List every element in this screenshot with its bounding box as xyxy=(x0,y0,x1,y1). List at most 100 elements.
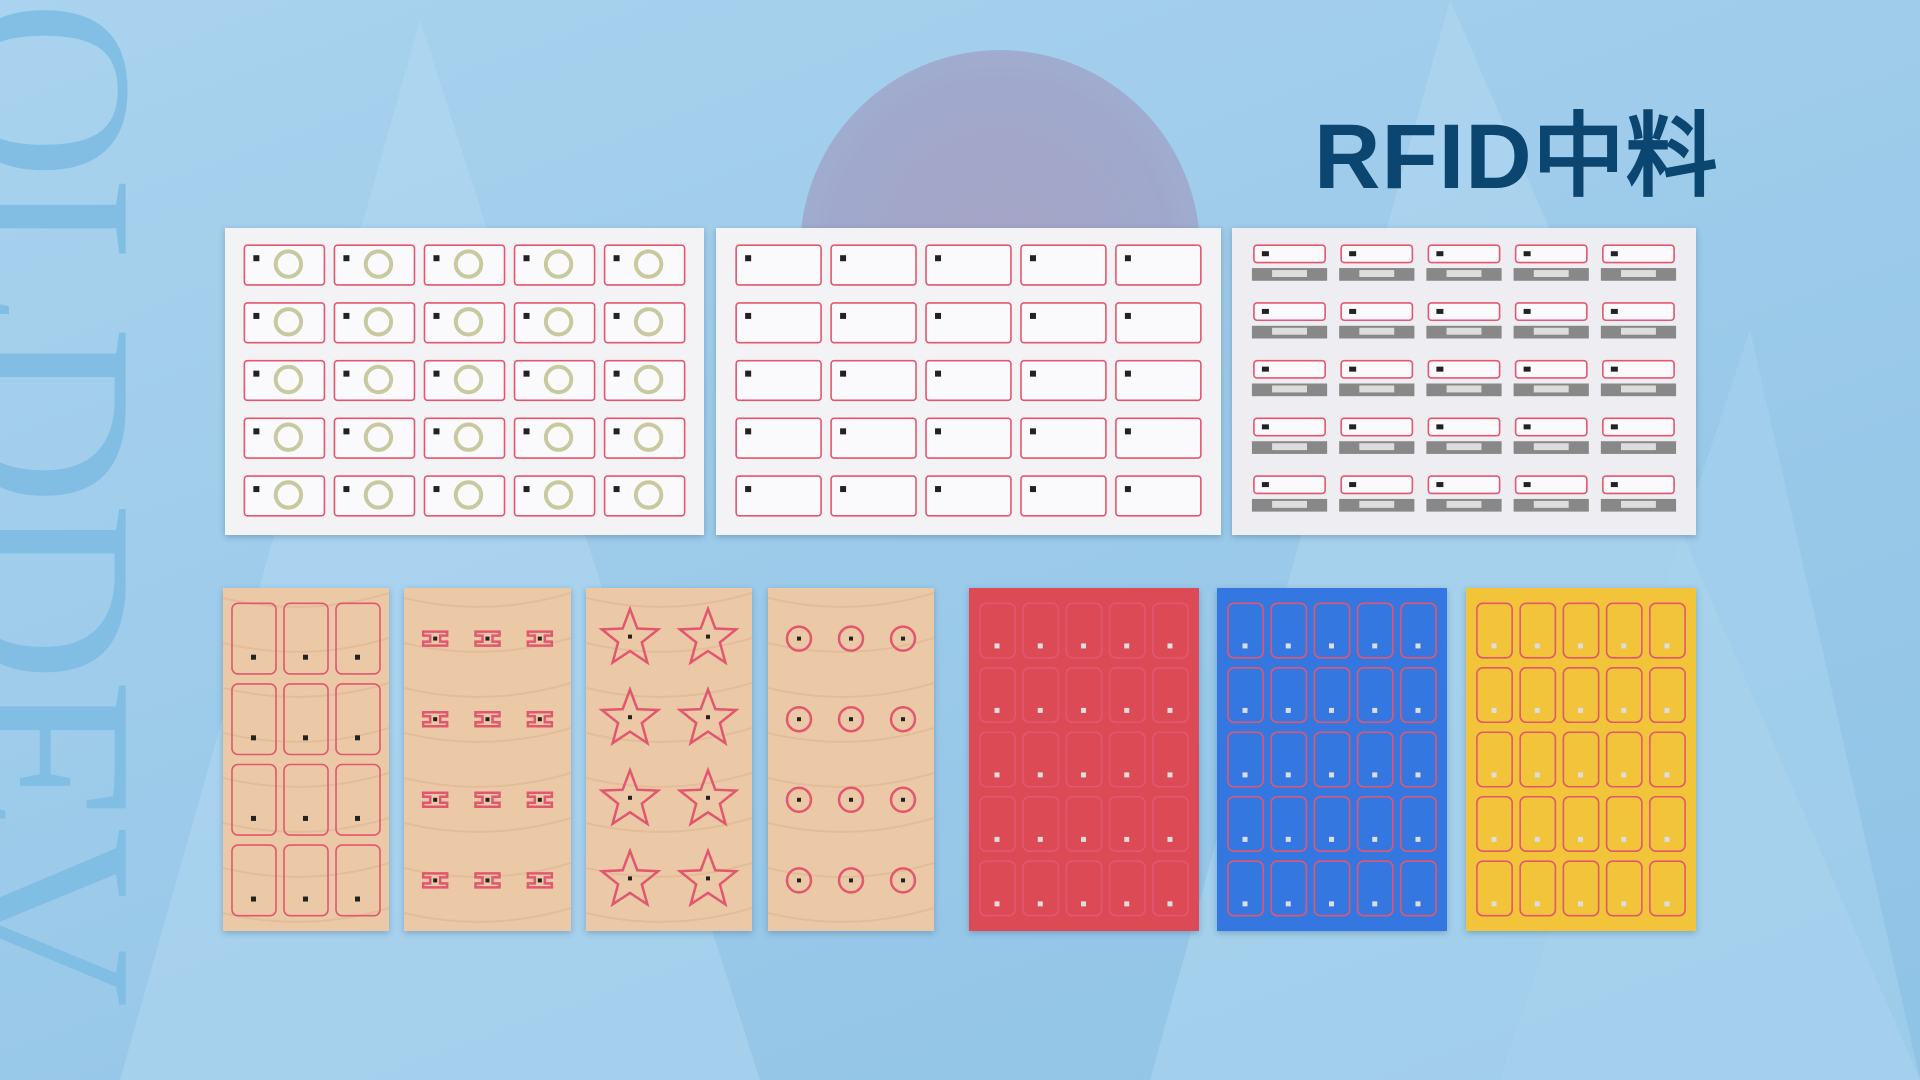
sheet-card-coil-red xyxy=(969,588,1199,931)
inlay-rect-coil xyxy=(925,475,1012,517)
wood-grain xyxy=(223,817,389,833)
inlay-round-coil xyxy=(333,244,416,286)
inlay-round-coil xyxy=(513,302,596,344)
inlay-small-tag xyxy=(421,630,449,647)
inlay-round-coil xyxy=(333,417,416,459)
inlay-round-coil xyxy=(243,475,326,517)
sheet-card-coil-blue xyxy=(1217,588,1447,931)
inlay-rect-coil xyxy=(735,359,822,402)
inlay-small-tag xyxy=(474,710,501,728)
sheet-base xyxy=(969,588,1199,931)
inlay-card-coil xyxy=(1022,795,1060,853)
inlay-card-coil xyxy=(1605,666,1643,724)
wood-grain xyxy=(404,592,571,608)
inlay-rect-coil xyxy=(925,417,1012,459)
inlay-round-coil xyxy=(243,359,326,402)
inlay-card-coil xyxy=(231,763,277,836)
inlay-uhf-inlay xyxy=(1426,417,1502,454)
inlay-round-coil xyxy=(243,302,326,344)
inlay-card-coil xyxy=(1400,602,1437,659)
inlay-card-coil xyxy=(1562,602,1600,659)
wood-grain xyxy=(223,637,389,653)
inlay-round-coil xyxy=(423,359,506,402)
inlay-round-coil xyxy=(423,475,506,517)
inlay-card-coil xyxy=(1313,860,1351,917)
inlay-card-coil xyxy=(283,683,329,756)
inlay-rect-coil xyxy=(735,302,822,344)
inlay-uhf-inlay xyxy=(1339,244,1415,281)
wood-grain xyxy=(768,862,934,878)
inlay-card-coil xyxy=(335,844,381,917)
wood-grain xyxy=(404,772,571,788)
inlay-round-coil xyxy=(423,302,506,344)
inlay-card-coil xyxy=(1519,602,1557,659)
inlay-uhf-inlay xyxy=(1251,359,1328,397)
page-title: RFID中料 xyxy=(1314,106,1719,208)
inlay-rect-coil xyxy=(830,475,917,517)
inlay-card-coil xyxy=(283,763,329,836)
inlay-circle-coil xyxy=(837,625,865,652)
inlay-star-coil xyxy=(676,685,740,747)
inlay-rect-coil xyxy=(925,244,1012,286)
inlay-circle-coil xyxy=(785,867,813,894)
inlay-circle-coil xyxy=(837,786,865,814)
wood-grain xyxy=(586,727,752,743)
wood-grain xyxy=(223,907,389,923)
inlay-uhf-inlay xyxy=(1426,475,1502,512)
inlay-small-tag xyxy=(474,791,501,809)
inlay-uhf-inlay xyxy=(1339,302,1415,339)
wood-grain xyxy=(404,682,571,698)
inlay-rect-coil xyxy=(1020,417,1107,459)
inlay-card-coil xyxy=(1476,602,1513,659)
inlay-card-coil xyxy=(1313,731,1351,788)
inlay-card-coil xyxy=(1270,602,1308,659)
inlay-circle-coil xyxy=(837,705,865,733)
inlay-round-coil xyxy=(603,417,686,459)
wood-grain xyxy=(223,727,389,743)
inlay-card-coil xyxy=(1519,795,1557,853)
inlay-round-coil xyxy=(423,244,506,286)
inlay-card-coil xyxy=(979,602,1016,659)
inlay-card-coil xyxy=(1356,731,1394,788)
inlay-card-coil xyxy=(1519,666,1557,724)
inlay-card-coil xyxy=(979,731,1016,788)
inlay-round-coil xyxy=(333,302,416,344)
inlay-card-coil xyxy=(1270,860,1308,917)
inlay-card-coil xyxy=(1356,602,1394,659)
inlay-rect-coil xyxy=(830,417,917,459)
inlay-circle-coil xyxy=(889,867,917,894)
inlay-card-coil xyxy=(1476,795,1513,853)
inlay-card-coil xyxy=(1649,860,1686,917)
inlay-card-coil xyxy=(1476,666,1513,724)
wood-grain xyxy=(223,592,389,608)
inlay-card-coil xyxy=(1400,731,1437,788)
inlay-rect-coil xyxy=(1115,417,1202,459)
inlay-uhf-inlay xyxy=(1426,244,1502,281)
inlay-card-coil xyxy=(1356,860,1394,917)
inlay-card-coil xyxy=(283,602,329,675)
inlay-card-coil xyxy=(1400,860,1437,917)
inlay-card-coil xyxy=(283,844,329,917)
inlay-card-coil xyxy=(1649,602,1686,659)
inlay-uhf-inlay xyxy=(1339,417,1415,454)
inlay-rect-coil xyxy=(1115,244,1202,286)
inlay-star-coil xyxy=(676,766,740,827)
inlay-uhf-inlay xyxy=(1600,475,1677,512)
inlay-uhf-inlay xyxy=(1251,244,1328,281)
inlay-card-coil xyxy=(1108,602,1146,659)
inlay-rect-coil xyxy=(1115,359,1202,402)
inlay-card-coil xyxy=(1519,860,1557,917)
inlay-rect-coil xyxy=(925,302,1012,344)
wood-grain xyxy=(768,727,934,743)
inlay-card-coil xyxy=(1108,860,1146,917)
inlay-card-coil xyxy=(1562,731,1600,788)
inlay-star-coil xyxy=(598,605,662,666)
inlay-round-coil xyxy=(243,244,326,286)
inlay-card-coil xyxy=(1313,666,1351,724)
wood-grain xyxy=(768,817,934,833)
inlay-circle-coil xyxy=(785,625,813,652)
inlay-card-coil xyxy=(1605,795,1643,853)
inlay-rect-coil xyxy=(1020,302,1107,344)
inlay-uhf-inlay xyxy=(1600,417,1677,454)
inlay-rect-coil xyxy=(830,244,917,286)
